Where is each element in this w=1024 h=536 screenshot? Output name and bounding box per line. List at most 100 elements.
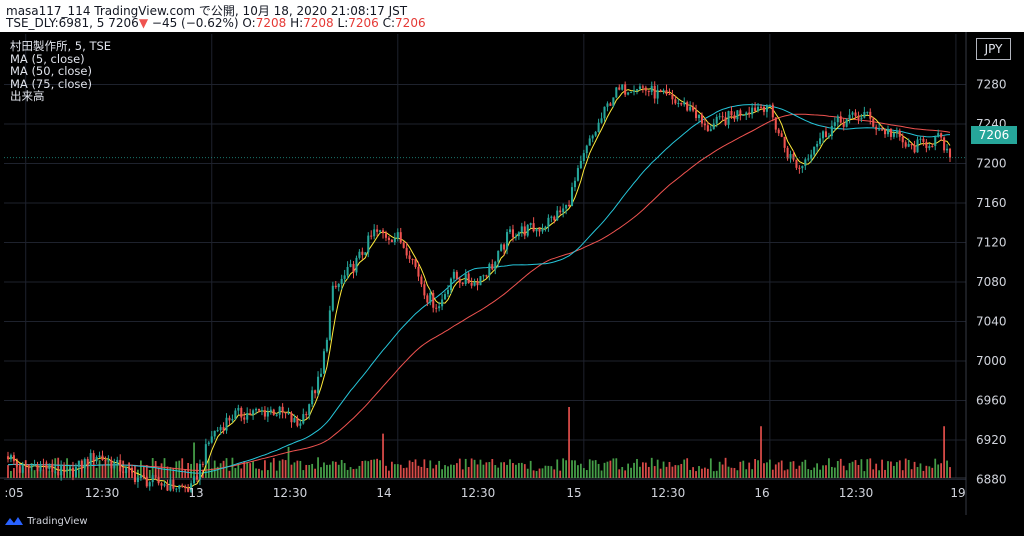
candle-body [881, 129, 884, 131]
candle-body [266, 411, 269, 417]
volume-bar [154, 461, 157, 478]
candle-body [66, 469, 69, 471]
volume-bar [402, 468, 405, 478]
volume-bar [875, 463, 878, 478]
volume-bar [373, 459, 376, 478]
legend-ma75[interactable]: MA (75, close) [10, 76, 92, 91]
volume-bar [13, 468, 15, 478]
candle-body [175, 488, 178, 490]
candle-body [568, 204, 571, 207]
volume-bar [692, 467, 694, 478]
volume-bar [704, 467, 706, 478]
candle-body [618, 87, 621, 90]
volume-bar [364, 460, 367, 478]
volume-bar [172, 468, 175, 478]
candle-body [243, 417, 246, 420]
volume-bar [10, 470, 12, 478]
candle-body [520, 226, 523, 233]
x-tick-label: 12:30 [651, 486, 686, 500]
candle-body [494, 261, 497, 270]
volume-bar [438, 460, 441, 478]
legend-ma5[interactable]: MA (5, close) [10, 51, 85, 66]
candle-body [526, 224, 529, 236]
last-price: 7206 [108, 16, 139, 30]
candle-body [659, 89, 662, 92]
volume-bar [89, 465, 92, 478]
candle-body [559, 210, 562, 213]
volume-bar [624, 470, 627, 478]
volume-bar [819, 469, 821, 478]
volume-bar [296, 460, 299, 478]
volume-bar [503, 462, 505, 478]
volume-bar [328, 464, 331, 478]
candle-body [479, 276, 482, 286]
candle-body [845, 119, 848, 127]
volume-bar [426, 468, 429, 478]
volume-bar [320, 467, 322, 478]
candle-body [15, 461, 18, 467]
candle-body [74, 466, 77, 477]
volume-bar [706, 468, 709, 478]
candle-body [12, 455, 15, 462]
volume-bar [349, 467, 352, 478]
candle-body [110, 460, 113, 469]
candle-body [328, 310, 331, 340]
candle-body [562, 208, 565, 213]
candle-body [603, 106, 606, 119]
candle-body [913, 145, 916, 153]
candle-body [485, 275, 488, 277]
volume-bar [355, 468, 358, 478]
candle-body [101, 455, 104, 460]
volume-bar [928, 466, 931, 478]
candle-body [130, 468, 134, 473]
tradingview-logo[interactable]: TradingView [4, 515, 88, 527]
volume-bar [763, 463, 765, 478]
candle-body [405, 247, 408, 256]
volume-bar [157, 467, 160, 478]
candle-body [836, 116, 839, 123]
candle-body [272, 409, 275, 415]
candle-body [322, 351, 326, 374]
candle-body [154, 475, 157, 477]
publish-info: masa117_114 TradingView.com で公開, 10月 18,… [6, 4, 408, 18]
volume-bar [668, 462, 671, 478]
volume-bar [181, 458, 184, 478]
ma50-line [7, 104, 951, 474]
candle-body [535, 228, 538, 232]
volume-bar [872, 469, 875, 478]
candle-body [677, 102, 680, 104]
candle-body [759, 106, 763, 108]
legend-ma50[interactable]: MA (50, close) [10, 64, 92, 78]
candle-body [133, 472, 137, 483]
candle-body [517, 232, 520, 237]
volume-bar [299, 460, 302, 478]
volume-bar [786, 469, 789, 478]
candle-body [204, 444, 207, 465]
candle-body [901, 136, 904, 143]
currency-badge[interactable]: JPY [976, 38, 1011, 60]
volume-bar [101, 464, 104, 478]
volume-bar [391, 461, 393, 478]
candle-body [857, 115, 860, 119]
candle-body [246, 413, 249, 420]
candle-body [594, 132, 597, 136]
volume-bar [680, 463, 683, 478]
volume-bar [77, 469, 80, 478]
candle-body [148, 482, 151, 487]
legend-volume[interactable]: 出来高 [10, 89, 45, 103]
price-chart[interactable]: 6880692069607000704070807120716072007240… [0, 32, 1024, 515]
candle-body [169, 479, 172, 491]
candle-body [482, 275, 485, 277]
volume-bar [450, 464, 452, 478]
volume-bar [695, 471, 697, 478]
volume-bar [479, 459, 482, 478]
candle-body [281, 406, 284, 413]
volume-bar [42, 469, 45, 478]
candle-body [287, 413, 290, 415]
candle-body [730, 111, 733, 116]
candle-body [925, 141, 928, 149]
candle-body [317, 376, 320, 394]
volume-bar [574, 460, 576, 478]
volume-bar [922, 470, 925, 478]
volume-bar [207, 458, 210, 478]
